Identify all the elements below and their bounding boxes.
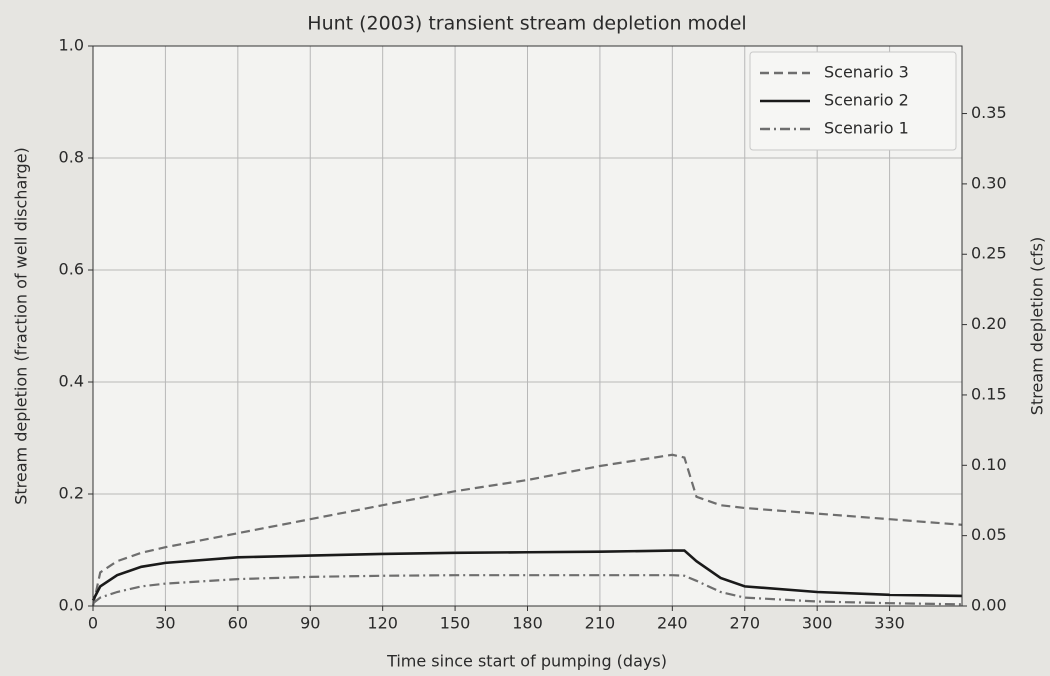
x-tick-label: 300 [802, 614, 833, 633]
plot-frame [92, 45, 963, 607]
x-tick-label: 60 [228, 614, 248, 633]
series-line [91, 549, 963, 601]
y-tick-label: 0.2 [59, 484, 84, 503]
y2-tick-label: 0.30 [971, 173, 1007, 192]
x-tick-label: 330 [874, 614, 905, 633]
y-axis-label: Stream depletion (fraction of well disch… [12, 147, 31, 505]
y2-tick-label: 0.25 [971, 244, 1007, 263]
x-tick-label: 180 [512, 614, 543, 633]
x-axis-label: Time since start of pumping (days) [386, 652, 667, 671]
y-tick-label: 0.4 [59, 372, 84, 391]
legend-label: Scenario 1 [824, 119, 909, 138]
y2-tick-label: 0.10 [971, 455, 1007, 474]
x-tick-label: 240 [657, 614, 688, 633]
x-tick-label: 30 [155, 614, 175, 633]
y2-tick-label: 0.20 [971, 314, 1007, 333]
legend-label: Scenario 3 [824, 63, 909, 82]
x-tick-label: 270 [729, 614, 760, 633]
y2-tick-label: 0.35 [971, 103, 1007, 122]
legend-label: Scenario 2 [824, 91, 909, 110]
chart-title: Hunt (2003) transient stream depletion m… [307, 13, 746, 35]
y2-tick-label: 0.00 [971, 596, 1007, 615]
y-tick-label: 1.0 [59, 36, 84, 55]
x-tick-label: 90 [300, 614, 320, 633]
x-tick-label: 120 [367, 614, 398, 633]
x-tick-label: 0 [88, 614, 98, 633]
legend-box [749, 51, 957, 151]
y-tick-label: 0.0 [59, 596, 84, 615]
y-tick-label: 0.6 [59, 260, 84, 279]
y2-axis-label: Stream depletion (cfs) [1028, 237, 1047, 415]
x-tick-label: 210 [585, 614, 616, 633]
y2-tick-label: 0.05 [971, 525, 1007, 544]
x-tick-label: 150 [440, 614, 471, 633]
y2-tick-label: 0.15 [971, 384, 1007, 403]
y-tick-label: 0.8 [59, 148, 84, 167]
